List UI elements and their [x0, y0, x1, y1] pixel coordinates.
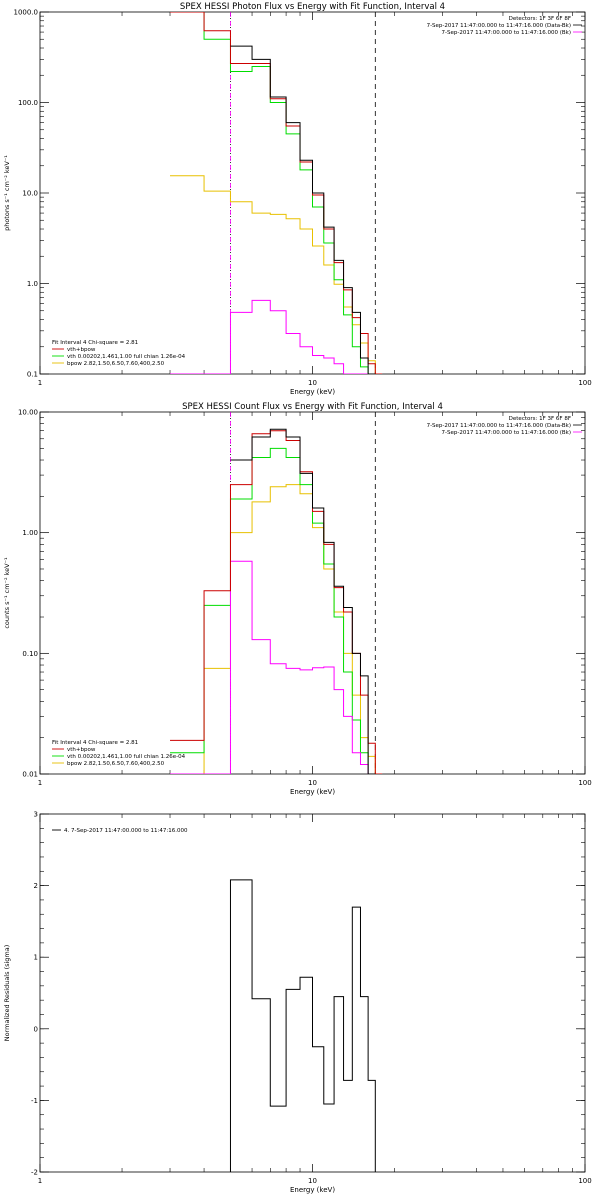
y-tick-label: 3: [34, 811, 38, 819]
chart-title: SPEX HESSI Count Flux vs Energy with Fit…: [182, 402, 443, 412]
y-tick-label: 2: [34, 882, 38, 890]
legend-label: 4. 7-Sep-2017 11:47:00.000 to 11:47:16.0…: [64, 828, 188, 834]
y-tick-label: 10.0: [22, 190, 38, 198]
x-tick-label: 100: [578, 379, 591, 387]
header-line: Detectors: 1F 3F 6F 8F: [509, 16, 571, 22]
x-axis-label: Energy (keV): [290, 388, 335, 396]
series-vth: [170, 12, 383, 374]
y-tick-label: 0.10: [22, 650, 38, 658]
header-line: 7-Sep-2017 11:47:00.000 to 11:47:16.000 …: [442, 430, 572, 436]
fit-label: Fit Interval 4 Chi-square = 2.81: [52, 740, 138, 746]
y-axis-label: Normalized Residuals (sigma): [3, 945, 11, 1042]
y-tick-label: 1.00: [22, 529, 38, 537]
legend-label: vth 0.00202,1.461,1.00 full chian 1.26e-…: [67, 354, 186, 360]
header-line: Detectors: 1F 3F 6F 8F: [509, 416, 571, 422]
y-tick-label: -2: [31, 1169, 38, 1177]
series-total: [170, 430, 383, 774]
series-total: [170, 12, 383, 374]
fit-label: Fit Interval 4 Chi-square = 2.81: [52, 340, 138, 346]
x-tick-label: 1: [38, 379, 42, 387]
y-tick-label: 1: [34, 954, 38, 962]
y-tick-label: 0: [34, 1025, 38, 1033]
y-axis-label: photons s⁻¹ cm⁻² keV⁻¹: [3, 155, 11, 231]
y-tick-label: -1: [31, 1097, 38, 1105]
x-axis-label: Energy (keV): [290, 1186, 335, 1194]
legend-label: vth+bpow: [67, 347, 96, 353]
x-tick-label: 100: [578, 1177, 591, 1185]
x-tick-label: 1: [38, 779, 42, 787]
count-flux-panel: SPEX HESSI Count Flux vs Energy with Fit…: [3, 402, 592, 796]
plot-frame: [39, 411, 586, 775]
y-axis-label: counts s⁻¹ cm⁻² keV⁻¹: [3, 557, 11, 629]
y-tick-label: 0.01: [22, 771, 38, 779]
residuals-panel: 1 10 100 Energy (keV) -2 -1 0 1 2 3 Normalized Res…: [3, 811, 592, 1195]
legend-label: vth+bpow: [67, 747, 96, 753]
legend-label: bpow 2.82,1.50,6.50,7.60,400,2.50: [67, 761, 165, 767]
y-tick-label: 1000.0: [14, 9, 39, 17]
y-tick-label: 0.1: [27, 371, 38, 379]
header-line: 7-Sep-2017 11:47:00.000 to 11:47:16.000 …: [442, 30, 572, 36]
series-residuals: [229, 879, 376, 1172]
series-bpow: [170, 484, 383, 774]
series-vth: [170, 447, 383, 774]
header-line: 7-Sep-2017 11:47:00.000 to 11:47:16.000 …: [427, 23, 571, 29]
x-tick-label: 100: [578, 779, 591, 787]
series-background: [170, 299, 383, 374]
x-tick-label: 10: [308, 779, 317, 787]
y-tick-label: 1.0: [27, 280, 38, 288]
x-tick-label: 10: [308, 379, 317, 387]
photon-flux-panel: SPEX HESSI Photon Flux vs Energy with Fi…: [3, 2, 592, 396]
x-tick-label: 1: [38, 1177, 42, 1185]
series-background: [170, 560, 383, 774]
y-tick-label: 10.00: [18, 409, 38, 417]
chart-title: SPEX HESSI Photon Flux vs Energy with Fi…: [180, 2, 445, 12]
legend-label: bpow 2.82,1.50,6.50,7.60,400,2.50: [67, 361, 165, 367]
header-line: 7-Sep-2017 11:47:00.000 to 11:47:16.000 …: [427, 423, 571, 429]
series-data: [230, 428, 376, 774]
series-bpow: [170, 175, 383, 374]
x-axis-label: Energy (keV): [290, 788, 335, 796]
series-data: [230, 45, 376, 374]
y-tick-label: 100.0: [18, 99, 38, 107]
legend-label: vth 0.00202,1.461,1.00 full chian 1.26e-…: [67, 754, 186, 760]
x-tick-label: 10: [308, 1177, 317, 1185]
